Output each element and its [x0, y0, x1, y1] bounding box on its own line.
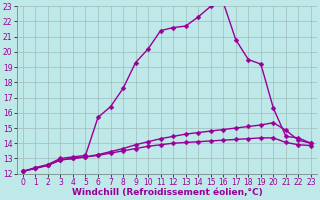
X-axis label: Windchill (Refroidissement éolien,°C): Windchill (Refroidissement éolien,°C) [72, 188, 262, 197]
